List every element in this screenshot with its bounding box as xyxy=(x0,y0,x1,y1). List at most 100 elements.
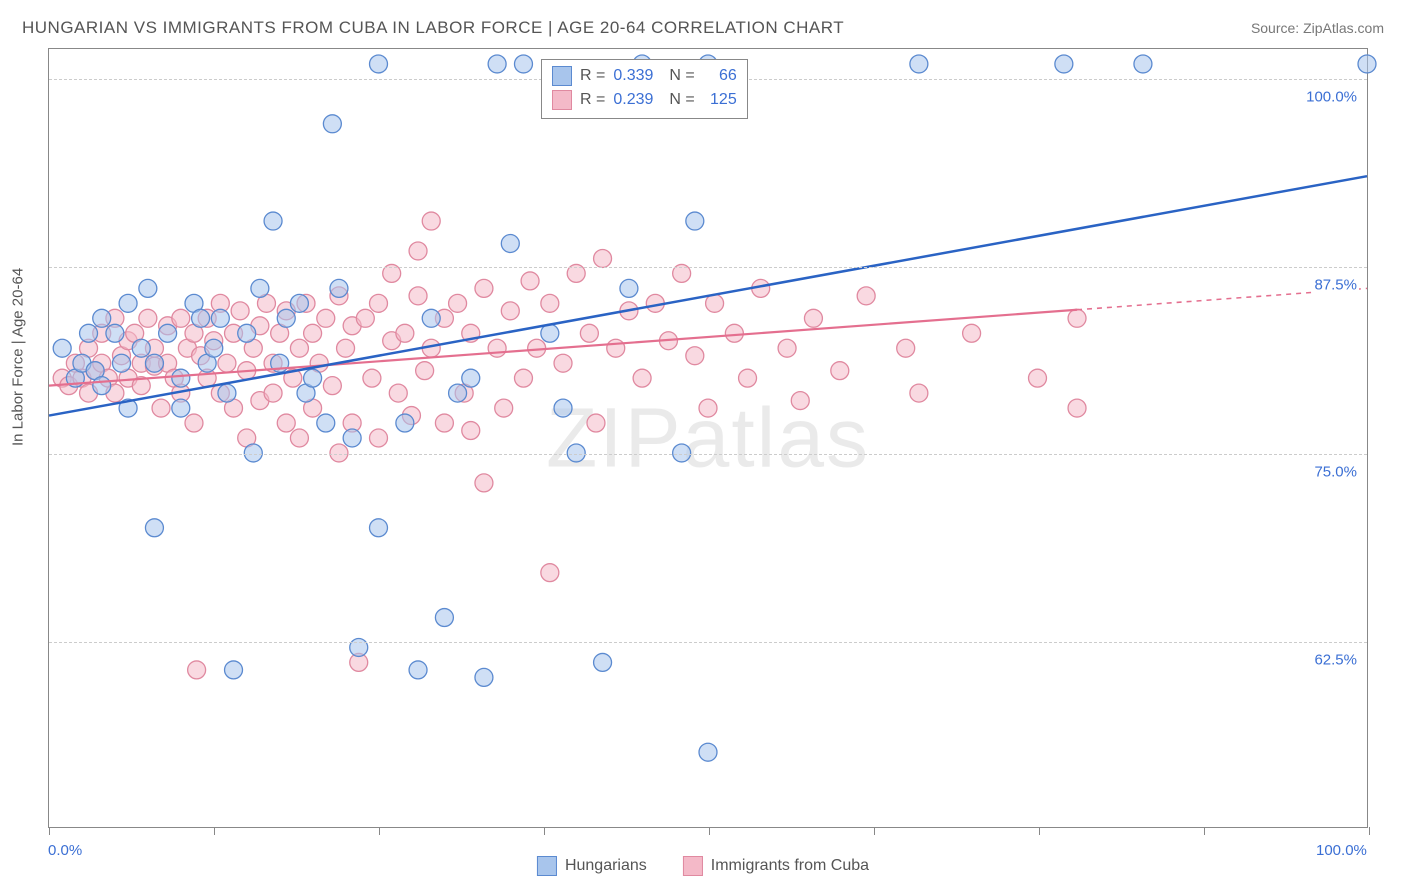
legend-swatch xyxy=(683,856,703,876)
data-point xyxy=(218,354,236,372)
data-point xyxy=(699,743,717,761)
x-axis-label-left: 0.0% xyxy=(48,842,82,859)
gridline xyxy=(49,267,1367,268)
data-point xyxy=(231,302,249,320)
data-point xyxy=(910,384,928,402)
x-tick xyxy=(709,827,710,835)
data-point xyxy=(330,444,348,462)
data-point xyxy=(633,369,651,387)
data-point xyxy=(389,384,407,402)
data-point xyxy=(554,354,572,372)
data-point xyxy=(514,55,532,73)
data-point xyxy=(475,668,493,686)
gridline xyxy=(49,642,1367,643)
data-point xyxy=(449,384,467,402)
data-point xyxy=(791,392,809,410)
series-legend-label: Immigrants from Cuba xyxy=(711,857,869,875)
legend-row: R =0.339N =66 xyxy=(552,64,737,88)
data-point xyxy=(290,429,308,447)
data-point xyxy=(159,324,177,342)
data-point xyxy=(514,369,532,387)
data-point xyxy=(251,279,269,297)
data-point xyxy=(699,399,717,417)
data-point xyxy=(449,294,467,312)
legend-r-value: 0.239 xyxy=(613,88,653,112)
data-point xyxy=(554,399,572,417)
data-point xyxy=(620,279,638,297)
data-point xyxy=(686,212,704,230)
legend-swatch xyxy=(537,856,557,876)
data-point xyxy=(80,324,98,342)
x-tick xyxy=(49,827,50,835)
data-point xyxy=(963,324,981,342)
data-point xyxy=(264,384,282,402)
gridline xyxy=(49,454,1367,455)
data-point xyxy=(396,414,414,432)
legend-n-value: 125 xyxy=(703,88,737,112)
y-tick-label: 62.5% xyxy=(1312,651,1359,668)
data-point xyxy=(1068,399,1086,417)
data-point xyxy=(277,309,295,327)
data-point xyxy=(857,287,875,305)
data-point xyxy=(356,309,374,327)
data-point xyxy=(521,272,539,290)
series-legend: HungariansImmigrants from Cuba xyxy=(537,856,869,876)
data-point xyxy=(363,369,381,387)
scatter-chart xyxy=(49,49,1367,827)
data-point xyxy=(225,661,243,679)
series-legend-item: Immigrants from Cuba xyxy=(683,856,869,876)
data-point xyxy=(594,653,612,671)
correlation-legend: R =0.339N =66R =0.239N =125 xyxy=(541,59,748,119)
data-point xyxy=(370,519,388,537)
data-point xyxy=(462,422,480,440)
legend-n-label: N = xyxy=(669,88,694,112)
data-point xyxy=(185,414,203,432)
data-point xyxy=(1134,55,1152,73)
data-point xyxy=(205,339,223,357)
source-label: Source: ZipAtlas.com xyxy=(1251,20,1384,36)
data-point xyxy=(317,309,335,327)
data-point xyxy=(188,661,206,679)
data-point xyxy=(290,294,308,312)
data-point xyxy=(495,399,513,417)
legend-n-label: N = xyxy=(669,64,694,88)
data-point xyxy=(1068,309,1086,327)
data-point xyxy=(686,347,704,365)
data-point xyxy=(277,414,295,432)
x-tick xyxy=(1039,827,1040,835)
data-point xyxy=(475,474,493,492)
legend-r-value: 0.339 xyxy=(613,64,653,88)
data-point xyxy=(93,309,111,327)
data-point xyxy=(409,661,427,679)
data-point xyxy=(93,377,111,395)
data-point xyxy=(475,279,493,297)
data-point xyxy=(244,444,262,462)
data-point xyxy=(106,324,124,342)
data-point xyxy=(172,309,190,327)
data-point xyxy=(1055,55,1073,73)
x-tick xyxy=(214,827,215,835)
data-point xyxy=(1029,369,1047,387)
y-tick-label: 87.5% xyxy=(1312,276,1359,293)
x-tick xyxy=(1369,827,1370,835)
data-point xyxy=(501,235,519,253)
data-point xyxy=(145,354,163,372)
data-point xyxy=(172,369,190,387)
data-point xyxy=(152,399,170,417)
data-point xyxy=(304,369,322,387)
data-point xyxy=(290,339,308,357)
data-point xyxy=(53,339,71,357)
plot-area: ZIPatlas 62.5%75.0%87.5%100.0% R =0.339N… xyxy=(48,48,1368,828)
data-point xyxy=(132,339,150,357)
data-point xyxy=(409,242,427,260)
data-point xyxy=(323,377,341,395)
chart-title: HUNGARIAN VS IMMIGRANTS FROM CUBA IN LAB… xyxy=(22,18,844,38)
title-bar: HUNGARIAN VS IMMIGRANTS FROM CUBA IN LAB… xyxy=(22,18,1384,38)
data-point xyxy=(739,369,757,387)
data-point xyxy=(370,294,388,312)
data-point xyxy=(897,339,915,357)
data-point xyxy=(422,212,440,230)
data-point xyxy=(804,309,822,327)
data-point xyxy=(139,279,157,297)
data-point xyxy=(673,444,691,462)
